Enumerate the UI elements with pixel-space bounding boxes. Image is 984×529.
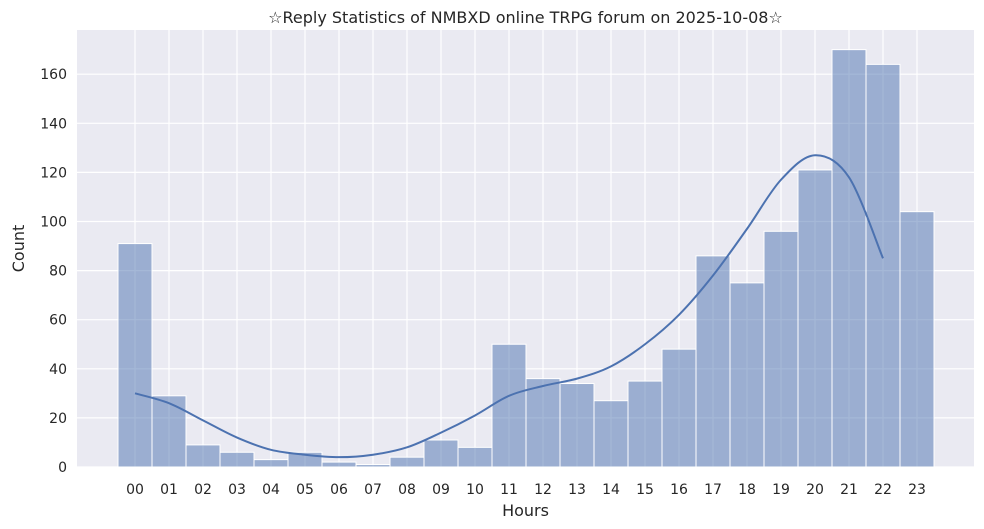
x-tick-label: 14: [602, 482, 620, 498]
bar-08: [389, 456, 425, 468]
y-tick-label: 140: [40, 116, 67, 132]
x-tick-label: 00: [126, 482, 144, 498]
y-tick-label: 0: [58, 460, 67, 476]
y-tick-label: 20: [49, 411, 67, 427]
x-tick-label: 16: [670, 482, 688, 498]
y-axis-label: Count: [9, 225, 28, 273]
y-tick-label: 40: [49, 362, 67, 378]
y-tick-label: 120: [40, 165, 67, 181]
x-tick-label: 02: [194, 482, 212, 498]
bar-11: [491, 343, 527, 468]
bar-20: [797, 169, 833, 468]
bars: [117, 49, 935, 468]
x-axis-label: Hours: [502, 501, 549, 520]
y-tick-labels: 0 20 40 60 80 100 120 140 160: [40, 67, 67, 476]
bar-13: [559, 383, 595, 468]
x-tick-label: 21: [840, 482, 858, 498]
bar-00: [117, 243, 153, 468]
bar-17: [695, 255, 731, 468]
x-tick-label: 08: [398, 482, 416, 498]
x-tick-label: 22: [874, 482, 892, 498]
x-tick-label: 11: [500, 482, 518, 498]
bar-15: [627, 380, 663, 468]
x-tick-label: 15: [636, 482, 654, 498]
bar-14: [593, 400, 629, 468]
x-tick-label: 06: [330, 482, 348, 498]
bar-06: [321, 461, 357, 468]
chart-title: ☆Reply Statistics of NMBXD online TRPG f…: [268, 8, 783, 27]
x-tick-label: 01: [160, 482, 178, 498]
bar-23: [899, 211, 935, 468]
y-tick-label: 80: [49, 264, 67, 280]
y-tick-label: 100: [40, 214, 67, 230]
bar-01: [151, 395, 187, 468]
bar-07: [355, 464, 391, 468]
bar-02: [185, 444, 221, 468]
bar-12: [525, 378, 561, 468]
bar-16: [661, 348, 697, 468]
x-tick-label: 07: [364, 482, 382, 498]
y-tick-label: 160: [40, 67, 67, 83]
bar-21: [831, 49, 867, 468]
bar-04: [253, 459, 289, 468]
bar-10: [457, 446, 493, 468]
x-tick-label: 09: [432, 482, 450, 498]
x-tick-labels: 00 01 02 03 04 05 06 07 08 09 10 11 12 13 14 15 16 17 18 19…: [126, 482, 926, 498]
x-tick-label: 03: [228, 482, 246, 498]
x-tick-label: 18: [738, 482, 756, 498]
x-tick-label: 10: [466, 482, 484, 498]
bar-18: [729, 282, 765, 468]
bar-09: [423, 439, 459, 468]
kde-curve: [134, 154, 884, 459]
x-tick-label: 20: [806, 482, 824, 498]
x-tick-label: 17: [704, 482, 722, 498]
bar-03: [219, 451, 255, 468]
x-tick-label: 04: [262, 482, 280, 498]
x-tick-label: 12: [534, 482, 552, 498]
y-tick-label: 60: [49, 313, 67, 329]
bar-22: [865, 63, 901, 468]
x-tick-label: 23: [908, 482, 926, 498]
x-tick-label: 05: [296, 482, 314, 498]
bar-19: [763, 230, 799, 468]
x-tick-label: 13: [568, 482, 586, 498]
x-tick-label: 19: [772, 482, 790, 498]
